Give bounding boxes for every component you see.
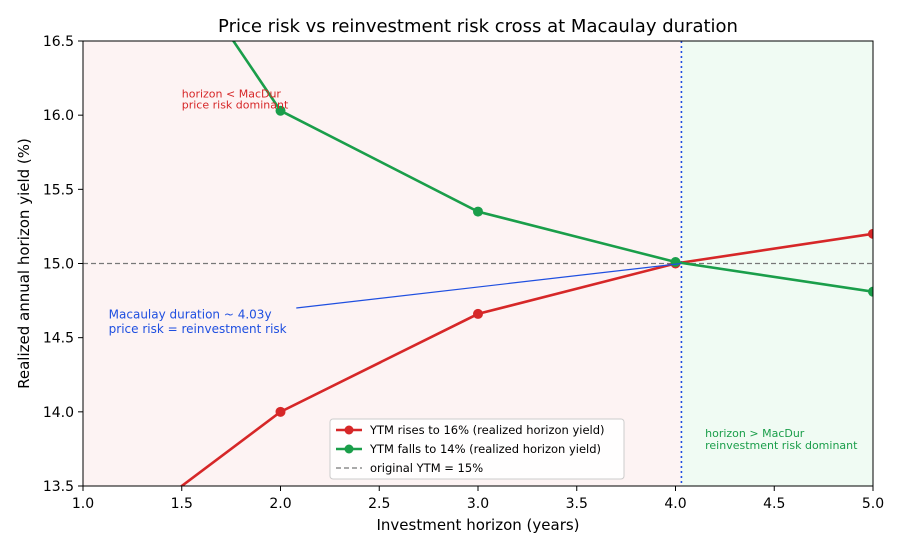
- duration-annotation-line2: price risk = reinvestment risk: [109, 322, 287, 336]
- y-tick-label: 14.0: [43, 405, 74, 421]
- x-tick-label: 4.5: [763, 496, 785, 512]
- y-tick-label: 16.5: [43, 34, 74, 50]
- x-tick-label: 1.0: [72, 496, 94, 512]
- legend-item-label: YTM falls to 14% (realized horizon yield…: [369, 442, 601, 456]
- series-1-point: [275, 406, 286, 417]
- x-tick-label: 3.0: [467, 496, 489, 512]
- reinvestment-risk-annotation-line2: reinvestment risk dominant: [705, 439, 858, 452]
- series-2-point: [473, 206, 483, 217]
- x-tick-label: 1.5: [171, 496, 193, 512]
- price-risk-annotation-line2: price risk dominant: [182, 98, 289, 111]
- x-tick-label: 4.0: [664, 496, 686, 512]
- duration-annotation-line1: Macaulay duration ~ 4.03y: [109, 307, 272, 321]
- series-2-point: [868, 286, 873, 297]
- legend-box: [329, 418, 625, 480]
- y-tick-label: 14.5: [43, 331, 74, 347]
- y-tick-label: 15.0: [43, 257, 74, 273]
- y-tick-label: 16.0: [43, 108, 74, 124]
- duration-annotation-arrow: [296, 262, 682, 309]
- series-2-point: [275, 105, 286, 116]
- reinvestment-risk-annotation-line1: horizon > MacDur: [705, 427, 805, 440]
- series-2-point: [670, 257, 681, 268]
- y-tick-label: 15.5: [43, 182, 74, 198]
- legend-item-label: original YTM = 15%: [370, 461, 483, 475]
- y-tick-label: 13.5: [43, 479, 74, 495]
- x-axis-label: Investment horizon (years): [376, 516, 579, 534]
- x-tick-label: 3.5: [566, 496, 588, 512]
- x-tick-label: 2.5: [368, 496, 390, 512]
- chart-title: Price risk vs reinvestment risk cross at…: [218, 16, 738, 37]
- y-axis-label: Realized annual horizon yield (%): [15, 138, 33, 389]
- legend-item-label: YTM rises to 16% (realized horizon yield…: [369, 423, 605, 437]
- legend-swatch-marker: [344, 425, 354, 435]
- series-1-point: [868, 228, 873, 239]
- legend-swatch-marker: [344, 444, 354, 454]
- x-tick-label: 5.0: [862, 496, 884, 512]
- reinvestment-risk-region: [681, 41, 873, 486]
- price-risk-annotation-line1: horizon < MacDur: [182, 87, 282, 100]
- series-1-point: [473, 308, 483, 319]
- x-tick-label: 2.0: [269, 496, 291, 512]
- legend: YTM rises to 16% (realized horizon yield…: [329, 418, 625, 480]
